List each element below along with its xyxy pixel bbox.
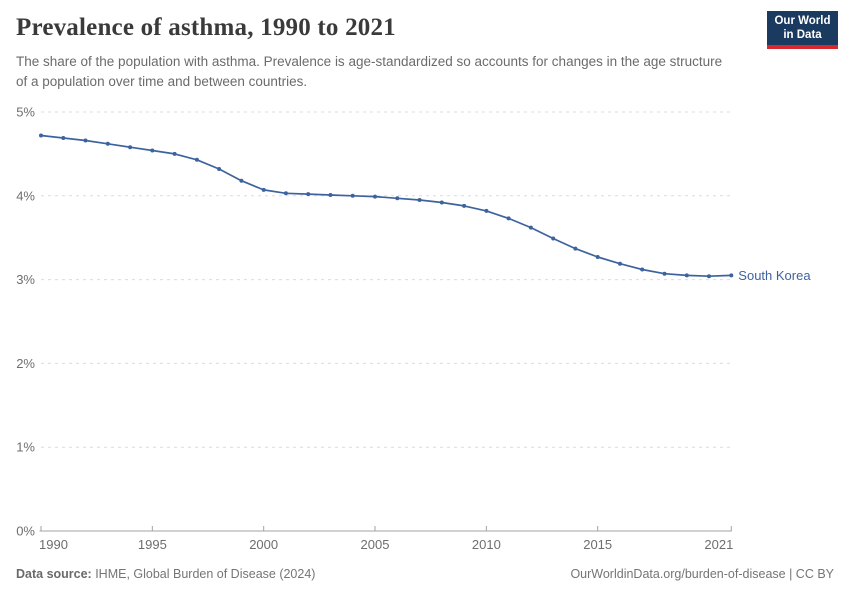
data-point-2006[interactable]	[395, 196, 400, 201]
data-point-1996[interactable]	[172, 151, 177, 156]
data-source-text: IHME, Global Burden of Disease (2024)	[91, 567, 316, 581]
data-point-1995[interactable]	[150, 148, 155, 153]
y-axis-label-1: 1%	[16, 440, 35, 455]
y-axis-label-0: 0%	[16, 524, 35, 539]
page-title: Prevalence of asthma, 1990 to 2021	[16, 14, 396, 41]
data-point-1990[interactable]	[39, 133, 43, 138]
data-point-2009[interactable]	[462, 203, 467, 208]
data-point-2014[interactable]	[573, 246, 578, 251]
y-axis-label-4: 4%	[16, 188, 35, 203]
x-axis-label-1995: 1995	[138, 537, 167, 552]
data-point-2016[interactable]	[618, 261, 622, 266]
y-axis-label-2: 2%	[16, 356, 35, 371]
data-point-2020[interactable]	[707, 274, 711, 279]
data-point-2012[interactable]	[528, 225, 533, 230]
credit-link[interactable]: OurWorldinData.org/burden-of-disease | C…	[570, 567, 834, 581]
owid-logo[interactable]: Our World in Data	[767, 11, 838, 49]
chart-footer: Data source: IHME, Global Burden of Dise…	[16, 567, 834, 581]
data-point-2000[interactable]	[261, 187, 266, 192]
data-point-2021[interactable]	[729, 273, 734, 278]
chart-subtitle: The share of the population with asthma.…	[16, 54, 723, 89]
data-point-2019[interactable]	[684, 273, 689, 278]
data-source-label: Data source:	[16, 567, 92, 581]
x-axis-label-2015: 2015	[583, 537, 612, 552]
data-point-1998[interactable]	[217, 167, 222, 171]
y-axis-label-5: 5%	[16, 105, 35, 120]
x-axis-label-2005: 2005	[361, 537, 390, 552]
data-point-1997[interactable]	[194, 157, 199, 162]
owid-logo-line1: Our World	[774, 14, 831, 27]
series-label[interactable]: South Korea	[738, 268, 811, 283]
data-point-2008[interactable]	[439, 200, 444, 205]
data-point-1992[interactable]	[83, 138, 88, 143]
data-point-1999[interactable]	[239, 178, 244, 183]
data-line[interactable]	[40, 134, 733, 278]
data-point-2004[interactable]	[350, 193, 355, 198]
data-point-2005[interactable]	[373, 194, 377, 199]
owid-logo-line2: in Data	[783, 29, 822, 41]
data-point-2001[interactable]	[283, 191, 288, 196]
data-point-2017[interactable]	[640, 267, 645, 272]
data-point-2007[interactable]	[417, 198, 422, 202]
x-axis-label-2021: 2021	[704, 537, 733, 552]
x-axis-label-2000: 2000	[249, 537, 278, 552]
data-point-2013[interactable]	[551, 236, 556, 241]
data-point-1994[interactable]	[128, 145, 133, 150]
data-point-2003[interactable]	[328, 193, 333, 197]
data-point-1993[interactable]	[105, 141, 110, 146]
data-point-2018[interactable]	[662, 271, 667, 276]
data-source: Data source: IHME, Global Burden of Dise…	[16, 567, 315, 581]
x-axis-label-2010: 2010	[472, 537, 501, 552]
x-axis-label-1990: 1990	[39, 537, 68, 552]
data-point-2011[interactable]	[506, 216, 511, 221]
data-point-1991[interactable]	[61, 136, 66, 140]
y-axis-label-3: 3%	[16, 272, 35, 287]
data-point-2010[interactable]	[484, 208, 489, 213]
data-point-2015[interactable]	[595, 255, 600, 259]
data-point-2002[interactable]	[306, 192, 311, 197]
line-chart[interactable]: 0% 1% 2% 3% 4% 5% 1990 1995 2000 2005 2010 2015 2021…	[0, 100, 850, 565]
